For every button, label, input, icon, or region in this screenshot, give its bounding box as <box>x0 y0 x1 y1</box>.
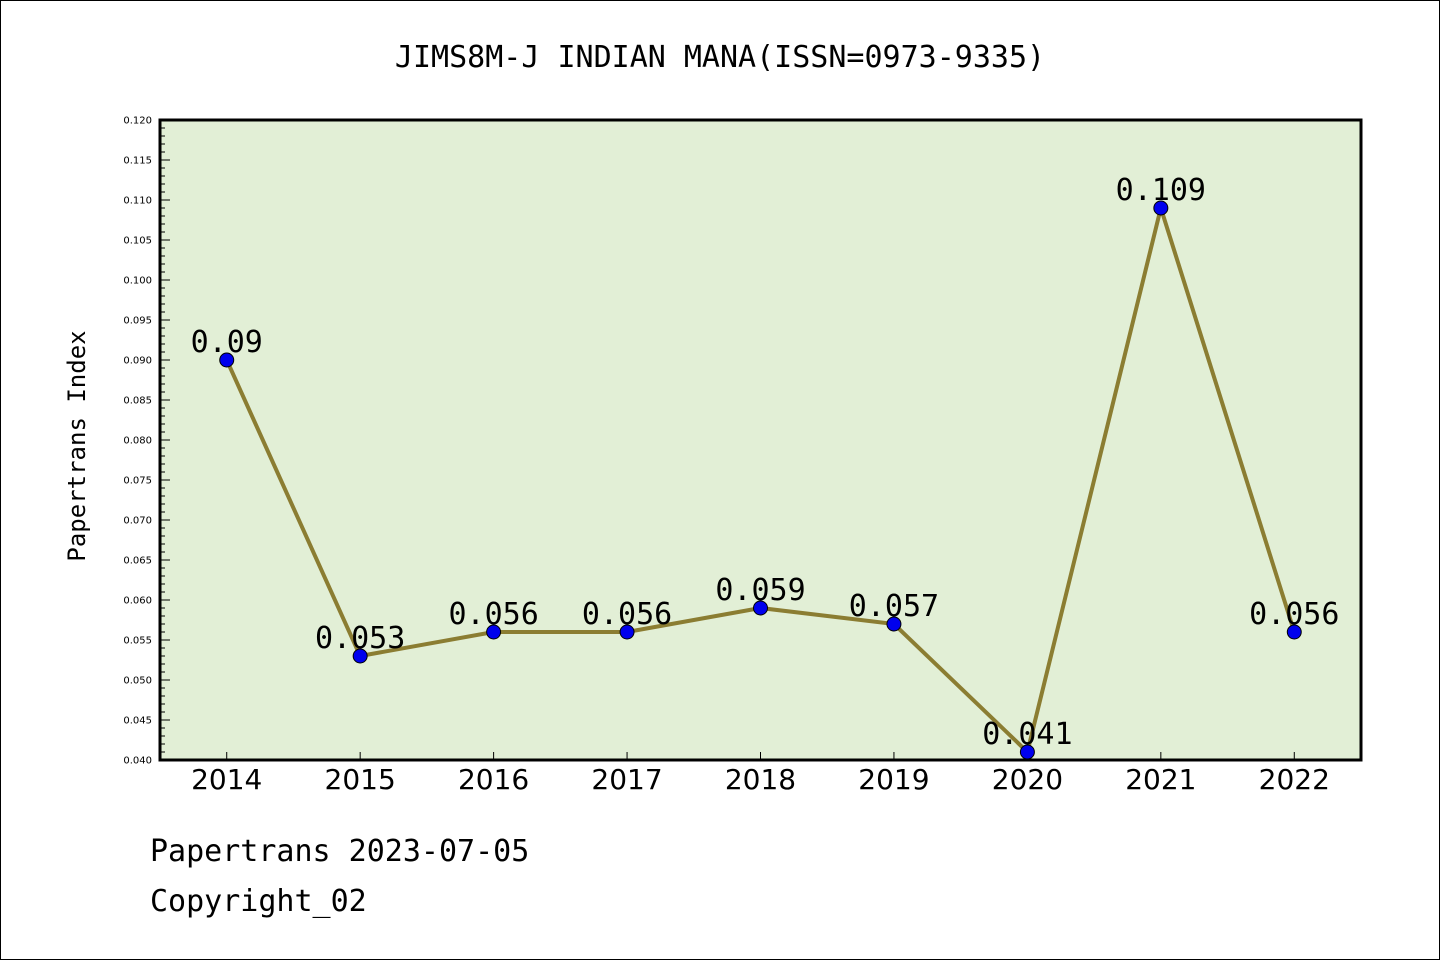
y-tick-label: 0.080 <box>123 436 152 447</box>
y-tick-label: 0.105 <box>123 236 152 247</box>
y-tick-label: 0.070 <box>123 516 152 527</box>
x-tick-label: 2022 <box>1259 763 1330 796</box>
y-tick-label: 0.090 <box>123 356 152 367</box>
y-tick-label: 0.050 <box>123 676 152 687</box>
plot-border <box>158 118 1363 762</box>
y-axis-label: Papertrans Index <box>63 330 91 561</box>
data-point <box>219 352 235 368</box>
data-point <box>486 624 502 640</box>
x-tick-label: 2020 <box>992 763 1063 796</box>
y-tick-label: 0.065 <box>123 556 152 567</box>
chart-title: JIMS8M-J INDIAN MANA(ISSN=0973-9335) <box>395 40 1045 75</box>
x-tick-label: 2015 <box>325 763 396 796</box>
y-tick-label: 0.075 <box>123 476 152 487</box>
y-tick-label: 0.085 <box>123 396 152 407</box>
plot-area <box>160 120 1361 760</box>
data-label: 0.059 <box>715 573 805 608</box>
y-tick-label: 0.110 <box>123 196 152 207</box>
data-label: 0.057 <box>849 589 939 624</box>
data-point <box>886 616 902 632</box>
data-point <box>1153 200 1169 216</box>
x-tick-label: 2017 <box>591 763 662 796</box>
data-label: 0.056 <box>448 597 538 632</box>
x-tick-label: 2014 <box>191 763 262 796</box>
y-tick-label: 0.100 <box>123 276 152 287</box>
x-axis-ticks: 2014 2015 2016 2017 2018 2019 2020 2021 2022 <box>191 752 1330 796</box>
data-label: 0.053 <box>315 621 405 656</box>
data-point <box>1286 624 1302 640</box>
data-label: 0.056 <box>582 597 672 632</box>
data-label: 0.109 <box>1116 173 1206 208</box>
x-tick-label: 2016 <box>458 763 529 796</box>
x-tick-label: 2018 <box>725 763 796 796</box>
y-tick-label: 0.040 <box>123 756 152 767</box>
y-tick-label: 0.055 <box>123 636 152 647</box>
y-tick-label: 0.095 <box>123 316 152 327</box>
footer-copyright: Copyright_02 <box>150 884 367 919</box>
data-label: 0.041 <box>982 717 1072 752</box>
x-tick-label: 2021 <box>1125 763 1196 796</box>
x-tick-label: 2019 <box>858 763 929 796</box>
y-tick-label: 0.045 <box>123 716 152 727</box>
data-label: 0.09 <box>191 325 263 360</box>
data-label: 0.056 <box>1249 597 1339 632</box>
y-tick-label: 0.060 <box>123 596 152 607</box>
data-point <box>619 624 635 640</box>
footer-date: Papertrans 2023-07-05 <box>150 834 530 869</box>
y-tick-label: 0.120 <box>123 116 152 127</box>
data-point <box>753 600 768 616</box>
y-tick-label: 0.115 <box>123 156 152 167</box>
series-line-group: 0.09 0.053 0.056 0.056 0.059 0.057 0.041 0.109 0… <box>191 173 1339 760</box>
data-point <box>352 648 368 664</box>
